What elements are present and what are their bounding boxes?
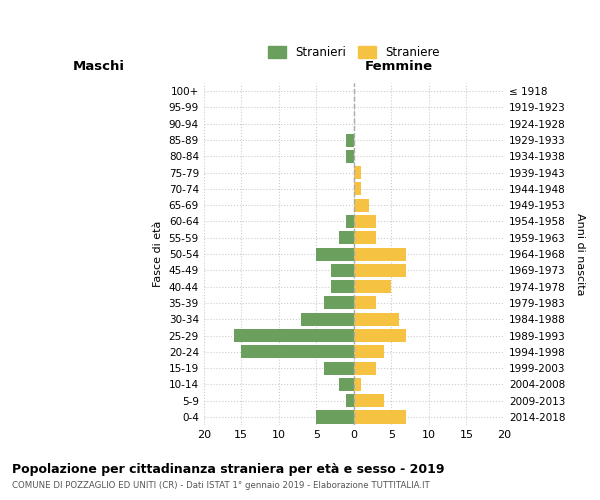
Bar bbox=[339, 378, 354, 391]
Bar bbox=[346, 150, 354, 163]
Bar bbox=[354, 166, 361, 179]
Bar bbox=[354, 264, 406, 277]
Y-axis label: Fasce di età: Fasce di età bbox=[153, 221, 163, 288]
Bar bbox=[316, 248, 354, 260]
Bar bbox=[354, 198, 369, 211]
Bar bbox=[346, 215, 354, 228]
Bar bbox=[354, 410, 406, 424]
Bar bbox=[301, 312, 354, 326]
Bar bbox=[354, 296, 376, 310]
Bar bbox=[324, 296, 354, 310]
Bar bbox=[354, 312, 399, 326]
Bar bbox=[354, 394, 384, 407]
Text: Popolazione per cittadinanza straniera per età e sesso - 2019: Popolazione per cittadinanza straniera p… bbox=[12, 462, 445, 475]
Bar bbox=[354, 346, 384, 358]
Text: Femmine: Femmine bbox=[365, 60, 433, 72]
Bar bbox=[354, 215, 376, 228]
Bar bbox=[241, 346, 354, 358]
Bar bbox=[354, 232, 376, 244]
Y-axis label: Anni di nascita: Anni di nascita bbox=[575, 213, 585, 296]
Bar bbox=[234, 329, 354, 342]
Bar bbox=[331, 280, 354, 293]
Bar bbox=[354, 329, 406, 342]
Bar bbox=[339, 232, 354, 244]
Legend: Stranieri, Straniere: Stranieri, Straniere bbox=[263, 41, 445, 64]
Text: COMUNE DI POZZAGLIO ED UNITI (CR) - Dati ISTAT 1° gennaio 2019 - Elaborazione TU: COMUNE DI POZZAGLIO ED UNITI (CR) - Dati… bbox=[12, 481, 430, 490]
Bar bbox=[331, 264, 354, 277]
Text: Maschi: Maschi bbox=[73, 60, 125, 72]
Bar bbox=[354, 362, 376, 374]
Bar bbox=[324, 362, 354, 374]
Bar bbox=[354, 378, 361, 391]
Bar bbox=[354, 280, 391, 293]
Bar bbox=[354, 182, 361, 196]
Bar bbox=[346, 134, 354, 146]
Bar bbox=[354, 248, 406, 260]
Bar bbox=[346, 394, 354, 407]
Bar bbox=[316, 410, 354, 424]
